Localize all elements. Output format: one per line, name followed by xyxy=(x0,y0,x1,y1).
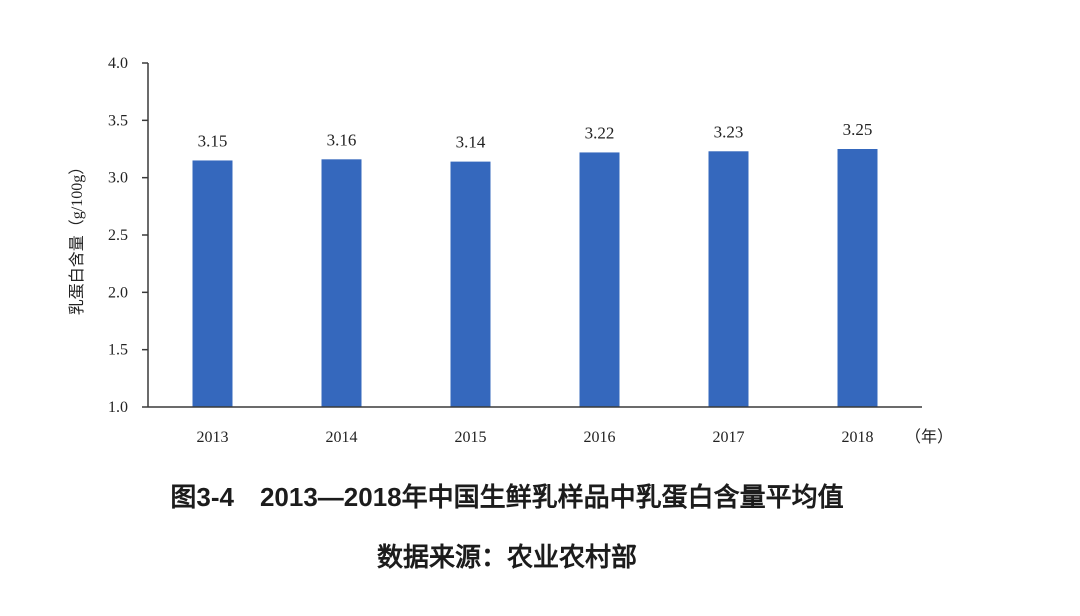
x-tick-label: 2014 xyxy=(326,429,358,446)
figure-caption: 图3-4 2013—2018年中国生鲜乳样品中乳蛋白含量平均值 xyxy=(170,482,844,512)
data-label: 3.23 xyxy=(714,122,744,141)
data-label: 3.14 xyxy=(456,133,486,152)
y-tick-label: 1.5 xyxy=(108,342,128,359)
y-tick-label: 4.0 xyxy=(108,55,128,72)
x-tick-label: 2016 xyxy=(584,429,616,446)
y-tick-label: 2.5 xyxy=(108,227,128,244)
bar-2018 xyxy=(837,149,878,407)
x-tick-label: 2018 xyxy=(842,429,874,446)
y-tick-label: 2.0 xyxy=(108,284,128,301)
bar-2017 xyxy=(708,151,749,407)
x-unit-label: （年） xyxy=(905,428,953,446)
data-label: 3.25 xyxy=(843,120,873,139)
bar-2013 xyxy=(192,160,233,407)
x-tick-label: 2017 xyxy=(713,429,745,446)
bar-chart: 1.0 1.5 2.0 2.5 3.0 3.5 4.0 3.15 2013 3.16 2014 3.1… xyxy=(68,55,953,446)
bar-2014 xyxy=(321,159,362,407)
data-label: 3.15 xyxy=(198,131,228,150)
source-note: 数据来源：农业农村部 xyxy=(376,542,637,572)
y-tick-label: 3.5 xyxy=(108,112,128,129)
y-tick-label: 1.0 xyxy=(108,399,128,416)
data-label: 3.22 xyxy=(585,123,615,142)
bar-2015 xyxy=(450,161,491,407)
data-label: 3.16 xyxy=(327,130,357,149)
y-tick-label: 3.0 xyxy=(108,170,128,187)
x-tick-label: 2013 xyxy=(197,429,229,446)
x-tick-label: 2015 xyxy=(455,429,487,446)
bar-2016 xyxy=(579,152,620,407)
y-axis-label: 乳蛋白含量（g/100g） xyxy=(68,159,86,315)
